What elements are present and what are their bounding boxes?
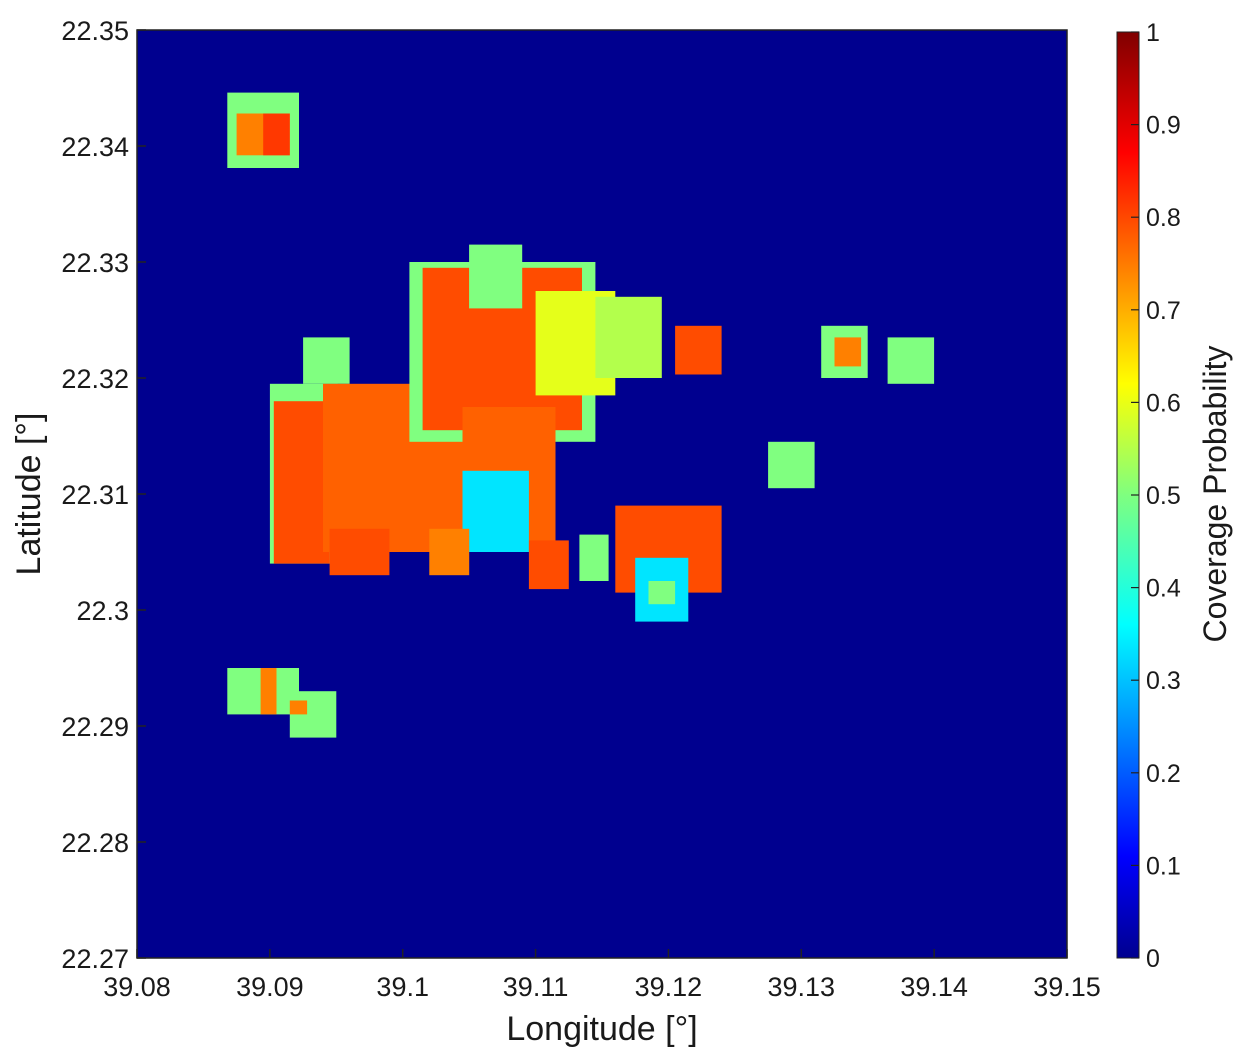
colorbar-tick-label: 0.1 [1146,852,1181,880]
heatmap-cell-25 [887,337,935,384]
heatmap-cell-21 [648,581,676,605]
plot-area [136,29,1068,959]
y-tick-label: 22.29 [61,712,129,742]
colorbar-tick-label: 0.8 [1146,204,1181,232]
heatmap-cell-27 [260,668,277,715]
heatmap-cell-14 [462,470,529,552]
colorbar-tick-label: 0.4 [1146,575,1181,603]
heatmap-cell-2 [263,113,290,156]
heatmap-cell-24 [834,337,862,367]
x-tick-label: 39.1 [376,972,429,1002]
heatmap-cell-12 [595,296,662,378]
colorbar-tick-label: 0 [1146,945,1160,973]
heatmap-cell-10 [469,244,523,309]
x-tick-label: 39.14 [900,972,968,1002]
colorbar-ticks: 0 0.1 0.2 0.3 0.4 0.5 0.6 0.7 0.8 0.9 1 [1131,19,1181,973]
heatmap-regions [227,92,935,738]
x-tick-label: 39.13 [767,972,835,1002]
y-axis-label: Latitude [°] [10,413,48,576]
x-tick-label: 39.15 [1033,972,1101,1002]
colorbar-tick-label: 0.5 [1146,482,1181,510]
heatmap-cell-29 [289,700,308,715]
x-tick-label: 39.09 [236,972,304,1002]
heatmap-cell-5 [303,337,350,384]
x-tick-label: 39.11 [503,972,569,1002]
colorbar-label: Coverage Probability [1197,345,1233,642]
heatmap-cell-16 [429,528,470,576]
y-tick-label: 22.31 [61,480,129,510]
y-tick-label: 22.34 [61,132,129,162]
heatmap-cell-22 [768,441,815,489]
colorbar-tick-label: 0.2 [1146,760,1181,788]
colorbar: 0 0.1 0.2 0.3 0.4 0.5 0.6 0.7 0.8 0.9 1 Coverage P… [1116,19,1233,973]
y-tick-label: 22.33 [61,248,129,278]
x-axis-ticks: 39.08 39.09 39.1 39.11 39.12 39.13 39.14 39.15 [103,949,1101,1002]
x-axis-label: Longitude [°] [506,1010,697,1048]
y-tick-label: 22.28 [61,828,129,858]
x-tick-label: 39.12 [635,972,703,1002]
y-tick-label: 22.35 [61,16,129,46]
y-tick-label: 22.32 [61,364,129,394]
heatmap-cell-18 [579,534,609,581]
heatmap-cell-17 [675,325,722,375]
colorbar-tick-label: 0.6 [1146,389,1181,417]
colorbar-tick-label: 1 [1146,19,1160,47]
heatmap-cell-7 [329,528,390,576]
colorbar-tick-label: 0.7 [1146,297,1181,325]
colorbar-tick-label: 0.9 [1146,112,1181,140]
y-tick-label: 22.3 [76,596,129,626]
y-tick-label: 22.27 [61,944,129,974]
y-axis-ticks: 22.27 22.28 22.29 22.3 22.31 22.32 22.33 22.34 2… [61,16,146,974]
heatmap-cell-4 [273,401,330,564]
x-tick-label: 39.08 [103,972,171,1002]
heatmap-cell-15 [528,540,569,590]
colorbar-tick-label: 0.3 [1146,667,1181,695]
